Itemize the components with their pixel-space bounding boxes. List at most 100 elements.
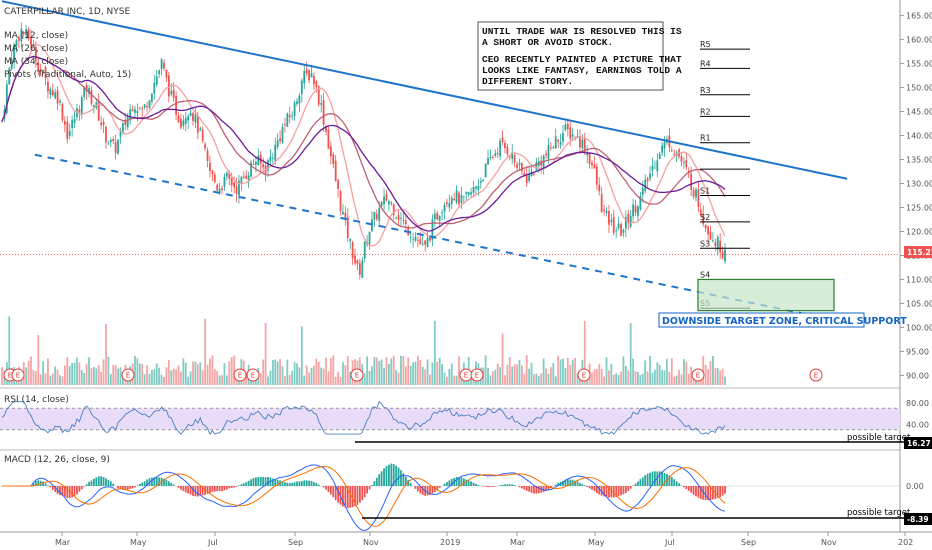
macd-histogram-bar	[687, 486, 690, 491]
volume-bar	[92, 366, 95, 385]
macd-histogram-bar	[196, 486, 199, 497]
macd-histogram-bar	[695, 486, 697, 497]
macd-histogram-bar	[537, 486, 540, 494]
macd-histogram-bar	[426, 486, 429, 496]
volume-bar	[95, 368, 98, 385]
legend-pivots: Pivots (Traditional, Auto, 15)	[4, 70, 131, 80]
macd-histogram-bar	[663, 472, 666, 486]
macd-histogram-bar	[697, 486, 700, 498]
volume-bar	[371, 366, 373, 385]
macd-histogram-bar	[329, 486, 332, 495]
candle-body	[199, 128, 202, 130]
macd-histogram-bar	[240, 484, 243, 486]
target-zone-callout[interactable]: DOWNSIDE TARGET ZONE, CRITICAL SUPPORT	[658, 312, 907, 328]
legend-macd: MACD (12, 26, close, 9)	[4, 455, 110, 465]
macd-pane[interactable]: 0.00	[0, 463, 924, 532]
target-zone-label: DOWNSIDE TARGET ZONE, CRITICAL SUPPORT	[662, 316, 907, 327]
candle-body	[682, 162, 685, 163]
volume-bar	[349, 371, 352, 385]
volume-bar	[233, 355, 236, 385]
rsi-pane[interactable]: 80.00 40.00	[0, 399, 929, 443]
candle-body	[424, 240, 427, 245]
candle-body	[284, 124, 286, 125]
volume-bar	[673, 376, 676, 385]
candle-body	[448, 203, 451, 208]
macd-histogram-bar	[167, 481, 170, 486]
volume-bar	[714, 367, 717, 385]
macd-histogram-bar	[484, 486, 487, 487]
volume-bar	[223, 363, 226, 385]
volume-bar	[491, 371, 494, 385]
candle-body	[525, 174, 528, 184]
legend-ma12: MA (12, close)	[4, 31, 68, 41]
candle-body	[218, 188, 221, 194]
candle-body	[213, 174, 216, 183]
candle-body	[588, 152, 591, 164]
candle-body	[163, 62, 165, 69]
price-tick-label: 150.00	[906, 84, 932, 93]
macd-histogram-bar	[223, 486, 226, 491]
candle-body	[59, 100, 61, 103]
macd-histogram-bar	[230, 486, 233, 488]
pivot-label-S1: S1	[700, 187, 710, 196]
candle-body	[591, 162, 593, 166]
candle-body	[39, 68, 42, 72]
macd-histogram-bar	[172, 484, 175, 486]
macd-histogram-bar	[363, 486, 366, 498]
macd-histogram-bar	[523, 486, 526, 490]
volume-bar	[412, 362, 414, 385]
time-axis[interactable]: Mar May Jul Sep Nov 2019 Mar May Jul Sep Nov 202	[55, 532, 913, 547]
macd-histogram-bar	[465, 479, 468, 486]
candle-body	[680, 156, 683, 162]
volume-bar	[182, 358, 185, 385]
candle-body	[358, 263, 361, 275]
candle-body	[450, 197, 453, 204]
volume-bar	[228, 361, 231, 385]
candle-body	[363, 241, 366, 259]
volume-bar	[325, 357, 327, 385]
macd-histogram-bar	[126, 486, 129, 490]
macd-histogram-bar	[112, 483, 115, 486]
candle-body	[547, 144, 550, 159]
candle-body	[499, 140, 502, 157]
macd-histogram-bar	[274, 479, 277, 486]
macd-histogram-bar	[438, 486, 441, 488]
macd-histogram-bar	[332, 486, 335, 498]
candle-body	[71, 120, 74, 129]
volume-bar	[346, 356, 349, 385]
macd-histogram-bar	[47, 485, 49, 486]
candle-body	[615, 230, 618, 232]
annotation-box[interactable]: UNTIL TRADE WAR IS RESOLVED THIS IS A SH…	[477, 21, 682, 91]
macd-histogram-bar	[59, 486, 61, 496]
volume-bar	[327, 371, 330, 385]
macd-histogram-bar	[92, 478, 95, 486]
candle-body	[126, 117, 129, 128]
macd-histogram-bar	[211, 486, 214, 492]
macd-histogram-bar	[598, 486, 601, 495]
macd-histogram-bar	[366, 486, 369, 494]
volume-bar	[262, 359, 265, 385]
volume-bar	[666, 358, 668, 385]
macd-histogram-bar	[238, 485, 240, 486]
volume-bar	[552, 363, 555, 385]
macd-histogram-bar	[247, 480, 250, 486]
macd-histogram-bar	[300, 481, 303, 486]
volume-bar	[431, 362, 434, 385]
macd-histogram-bar	[588, 486, 591, 489]
candle-body	[117, 139, 119, 154]
macd-histogram-bar	[334, 486, 337, 501]
volume-bar	[417, 355, 419, 385]
earnings-marker	[233, 368, 247, 382]
macd-histogram-bar	[491, 486, 494, 487]
macd-histogram-bar	[303, 480, 306, 486]
macd-histogram-bar	[400, 470, 402, 486]
volume-bar	[216, 370, 219, 385]
macd-histogram-bar	[576, 481, 579, 486]
macd-histogram-bar	[482, 486, 485, 487]
candle-body	[673, 153, 676, 155]
time-tick-label: Mar	[510, 538, 526, 547]
macd-histogram-bar	[685, 486, 688, 490]
